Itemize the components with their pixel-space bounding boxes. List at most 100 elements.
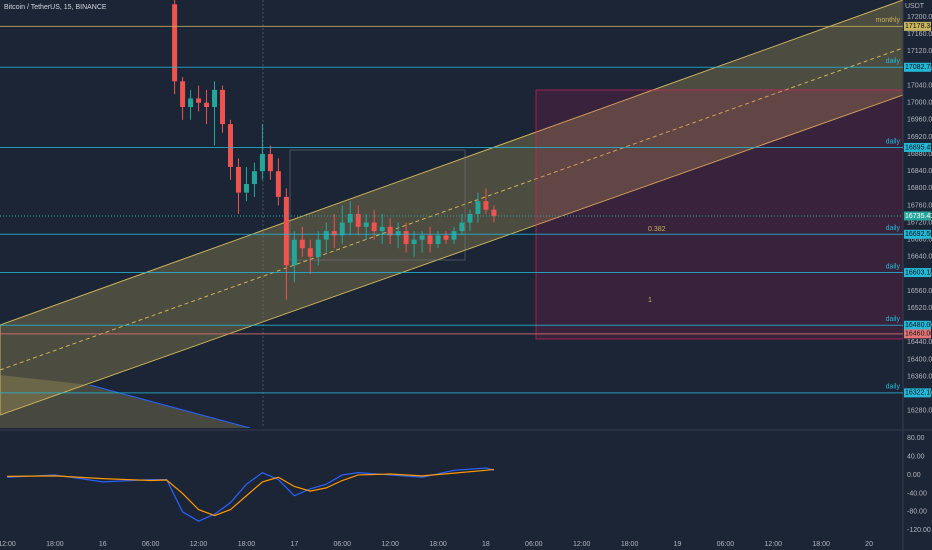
- x-tick-label: 19: [674, 541, 682, 548]
- candle-body: [307, 248, 313, 257]
- candle-body: [331, 231, 337, 236]
- level-label: 16322.10: [905, 390, 932, 397]
- level-tag-text: daily: [886, 316, 901, 323]
- y-tick-label: 17200.00: [907, 14, 932, 21]
- y-tick-label: 16640.00: [907, 254, 932, 261]
- level-tag: [904, 62, 931, 72]
- candle-body: [291, 239, 297, 266]
- level-tag: [904, 268, 931, 278]
- y-tick-label: 17040.00: [907, 82, 932, 89]
- y-tick-label: -80.00: [907, 509, 927, 516]
- level-label: 16895.45: [905, 144, 932, 151]
- y-tick-label: 16440.00: [907, 339, 932, 346]
- indicator-line: [6, 467, 495, 522]
- level-tag-text: daily: [886, 384, 901, 391]
- currency: USDT: [905, 3, 925, 10]
- level-tag-text: monthly: [875, 17, 900, 24]
- y-tick-label: 0.00: [907, 472, 921, 479]
- candle-body: [427, 235, 433, 244]
- y-tick-label: 16560.00: [907, 288, 932, 295]
- channel-midline: [0, 47, 903, 371]
- candle-body: [475, 201, 481, 214]
- y-tick-label: 16920.00: [907, 134, 932, 141]
- y-tick-label: 16520.00: [907, 305, 932, 312]
- level-tag: [904, 388, 931, 398]
- candle-body: [371, 222, 377, 232]
- candle-body: [395, 231, 401, 236]
- candle-body: [275, 171, 281, 197]
- candle-body: [220, 89, 226, 125]
- level-label: 16460.00: [905, 331, 932, 338]
- x-tick-label: 06:00: [333, 541, 351, 548]
- candle-body: [419, 235, 425, 240]
- x-tick-label: 12:00: [381, 541, 399, 548]
- y-tick-label: 17120.00: [907, 48, 932, 55]
- candle-body: [435, 235, 441, 244]
- candle-body: [204, 102, 210, 107]
- level-label: 17178.34: [905, 23, 932, 30]
- y-tick-label: 16280.00: [907, 408, 932, 415]
- candle-body: [443, 235, 449, 240]
- last-price-tag: [904, 211, 931, 221]
- x-tick-label: 18:00: [238, 541, 256, 548]
- level-label: 16480.00: [905, 322, 932, 329]
- candle-body: [267, 154, 273, 172]
- y-tick-label: 17000.00: [907, 100, 932, 107]
- level-tag: [904, 329, 931, 339]
- level-tag-text: daily: [886, 263, 901, 270]
- range-box: [535, 89, 903, 340]
- level-tag-text: daily: [886, 225, 901, 232]
- y-tick-label: 16720.00: [907, 219, 932, 226]
- y-tick-label: -40.00: [907, 490, 927, 497]
- y-tick-label: 16880.00: [907, 151, 932, 158]
- candle-body: [243, 184, 249, 193]
- y-tick-label: 16680.00: [907, 237, 932, 244]
- x-tick-label: 18:00: [46, 541, 64, 548]
- y-tick-label: 16960.00: [907, 117, 932, 124]
- x-tick-label: 06:00: [142, 541, 160, 548]
- indicator-line: [6, 468, 494, 517]
- candle-body: [251, 171, 257, 185]
- candle-body: [188, 98, 194, 107]
- fib-label: 1: [648, 297, 652, 304]
- candle-body: [235, 166, 241, 193]
- candle-body: [411, 239, 417, 244]
- candle-body: [283, 196, 289, 266]
- y-tick-label: 17160.00: [907, 31, 932, 38]
- y-tick-label: 16400.00: [907, 356, 932, 363]
- y-tick-label: 16840.00: [907, 168, 932, 175]
- candle-body: [227, 124, 233, 167]
- drawings: [0, 0, 903, 428]
- chart-title: Bitcoin / TetherUS, 15, BINANCE: [4, 4, 107, 11]
- candle-body: [483, 201, 489, 210]
- candle-body: [363, 222, 369, 227]
- candle-body: [355, 214, 361, 227]
- level-label: 16692.56: [905, 231, 932, 238]
- candle-body: [451, 231, 457, 240]
- x-tick-label: 12:00: [190, 541, 208, 548]
- x-tick-label: 18: [482, 541, 490, 548]
- x-tick-label: 12:00: [573, 541, 591, 548]
- level-tag-text: daily: [886, 58, 901, 65]
- level-tag: [904, 142, 931, 152]
- plot: [172, 0, 497, 300]
- candle-body: [259, 154, 265, 172]
- fib-label: 0.382: [648, 226, 666, 233]
- candle-body: [299, 239, 305, 249]
- y-tick-label: -120.00: [907, 527, 931, 534]
- candle-body: [491, 209, 497, 217]
- level-tag: [904, 229, 931, 239]
- x-tick-label: 18:00: [621, 541, 639, 548]
- candle-body: [212, 89, 218, 107]
- candle-body: [467, 214, 473, 223]
- level-label: 16603.18: [905, 269, 932, 276]
- candle-body: [323, 231, 329, 240]
- candle-body: [180, 81, 186, 107]
- level-tag: [904, 320, 931, 330]
- candle-body: [347, 214, 353, 223]
- x-tick-label: 18:00: [812, 541, 830, 548]
- regression-channel: [0, 0, 903, 416]
- level-label: 17082.78: [905, 64, 932, 71]
- candle-body: [196, 98, 202, 103]
- x-tick-label: 18:00: [429, 541, 447, 548]
